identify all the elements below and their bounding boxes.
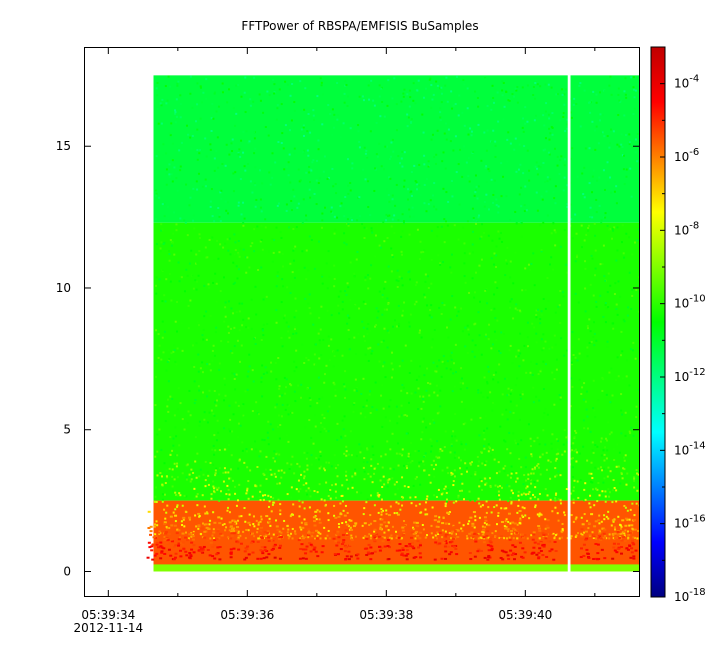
colorbar-tick-label-5: 10-8 (674, 220, 699, 237)
chart-title: FFTPower of RBSPA/EMFISIS BuSamples (241, 19, 478, 33)
plot-frame (84, 47, 640, 597)
x-tick-label-1: 05:39:36 (220, 608, 274, 622)
colorbar-tick-label-0: 10-18 (674, 587, 706, 604)
colorbar-tick-label-4: 10-10 (674, 294, 706, 311)
colorbar-gradient (650, 46, 666, 598)
x-tick-label-3: 05:39:40 (498, 608, 552, 622)
colorbar-tick-label-6: 10-6 (674, 147, 699, 164)
plot-area (84, 47, 640, 597)
spectrogram-region-0 (153, 75, 640, 223)
y-tick-label-0: 0 (63, 564, 71, 578)
data-gap (567, 74, 571, 573)
colorbar-tick-label-3: 10-12 (674, 367, 706, 384)
colorbar: 10-18 10-16 10-14 10-12 10-10 10-8 10-6 10-4 (650, 46, 706, 604)
x-tick-label-0: 05:39:34 (81, 608, 135, 622)
x-tick-sublabel-0: 2012-11-14 (73, 621, 143, 635)
y-tick-label-2: 10 (56, 281, 71, 295)
y-tick-label-3: 15 (56, 139, 71, 153)
colorbar-tick-label-2: 10-14 (674, 440, 706, 457)
spectrogram-texture (146, 75, 640, 561)
low-frequency-strip (153, 564, 640, 572)
colorbar-tick-label-7: 10-4 (674, 74, 699, 91)
colorbar-tick-label-1: 10-16 (674, 514, 706, 531)
y-tick-label-1: 5 (63, 423, 71, 437)
y-axis: 0 5 10 15 (56, 139, 640, 578)
x-tick-label-2: 05:39:38 (359, 608, 413, 622)
